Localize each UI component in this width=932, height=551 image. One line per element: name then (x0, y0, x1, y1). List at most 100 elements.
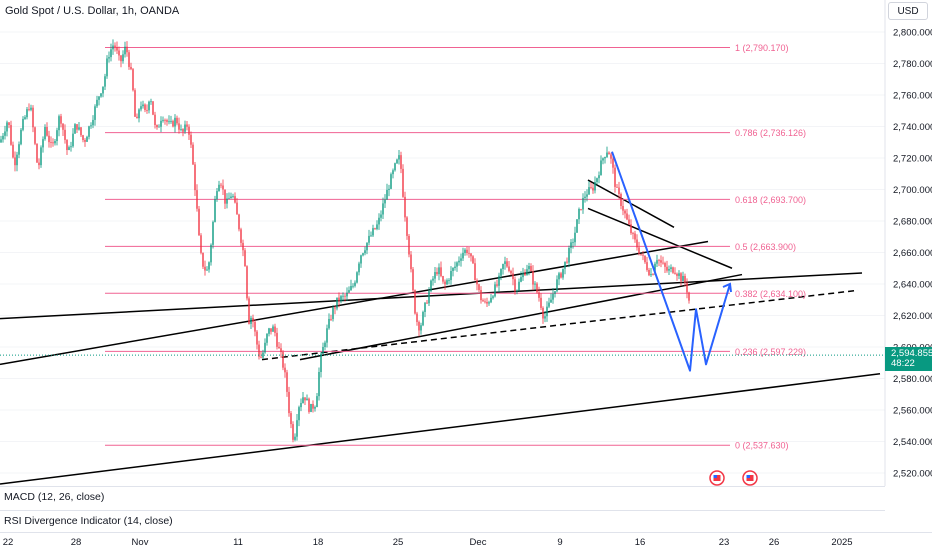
candle-body (278, 346, 280, 349)
candle-body (656, 260, 658, 264)
time-label: 28 (70, 537, 82, 548)
candle-body (446, 280, 448, 285)
candle-body (394, 163, 396, 171)
candle-body (256, 331, 258, 345)
candle-body (520, 277, 522, 282)
price-tick-label: 2,760.000 (893, 91, 932, 102)
candle-body (222, 185, 224, 190)
candle-body (450, 271, 452, 281)
candle-body (142, 104, 144, 107)
candle-body (454, 266, 456, 269)
candle-body (532, 270, 534, 285)
candle-body (78, 127, 80, 130)
candle-body (580, 208, 582, 210)
candle-body (306, 398, 308, 401)
candle-body (660, 260, 662, 263)
candle-body (192, 144, 194, 165)
candle-body (26, 109, 28, 118)
candle-body (56, 130, 58, 142)
candle-body (522, 273, 524, 278)
candle-body (6, 122, 8, 132)
candle-body (338, 297, 340, 302)
candle-body (320, 353, 322, 372)
candles (0, 39, 690, 443)
candle-body (228, 198, 230, 200)
candle-body (386, 189, 388, 200)
candle-body (676, 273, 678, 276)
candle-body (212, 221, 214, 245)
candle-body (20, 129, 22, 145)
candle-body (684, 275, 686, 283)
candle-body (362, 253, 364, 256)
candle-body (544, 316, 546, 319)
candle-body (108, 57, 110, 59)
candle-body (18, 144, 20, 155)
price-tick-label: 2,520.000 (893, 469, 932, 480)
candle-body (344, 295, 346, 297)
fib-level-label: 0.236 (2,597.229) (735, 347, 806, 357)
candle-body (686, 282, 688, 293)
candle-body (538, 292, 540, 298)
candle-body (374, 228, 376, 230)
candle-body (96, 99, 98, 107)
candle-body (524, 273, 526, 276)
candle-body (530, 266, 532, 271)
candle-body (86, 136, 88, 142)
candle-body (262, 352, 264, 358)
time-label: 18 (312, 537, 324, 548)
candle-body (586, 194, 588, 197)
candle-body (388, 188, 390, 190)
candle-body (12, 144, 14, 158)
candle-body (400, 155, 402, 169)
candle-body (122, 54, 124, 62)
candle-body (312, 403, 314, 409)
candle-body (64, 129, 66, 140)
time-label: 25 (392, 537, 404, 548)
candle-body (0, 139, 2, 143)
candle-body (448, 280, 450, 281)
candle-body (196, 190, 198, 209)
trend-line (0, 272, 863, 320)
candle-body (340, 296, 342, 302)
candle-body (276, 332, 278, 347)
candle-body (234, 196, 236, 203)
candle-body (654, 263, 656, 275)
rsi-pane[interactable]: RSI Divergence Indicator (14, close) (0, 510, 885, 530)
candle-body (82, 135, 84, 140)
candle-body (254, 321, 256, 332)
candle-body (146, 109, 148, 111)
candle-body (430, 280, 432, 292)
candle-body (180, 129, 182, 130)
fib-level-label: 0.618 (2,693.700) (735, 195, 806, 205)
candle-body (490, 297, 492, 303)
currency-button[interactable]: USD (888, 2, 928, 20)
candle-body (636, 239, 638, 248)
candle-body (206, 269, 208, 271)
candle-body (250, 317, 252, 324)
candle-body (36, 143, 38, 163)
candle-body (134, 90, 136, 117)
candle-body (186, 124, 188, 127)
projection-arrowhead (722, 282, 732, 293)
candle-body (482, 300, 484, 302)
candle-body (280, 348, 282, 353)
candle-body (476, 280, 478, 285)
macd-pane[interactable]: MACD (12, 26, close) (0, 486, 885, 506)
candle-body (182, 129, 184, 132)
time-axis[interactable]: 22 28 Nov 11 18 25 Dec 9 16 23 26 2025 (0, 532, 932, 551)
candle-body (44, 126, 46, 140)
candle-body (172, 120, 174, 127)
candle-body (600, 160, 602, 176)
fib-level-label: 0.5 (2,663.900) (735, 242, 796, 252)
candle-body (268, 328, 270, 334)
candle-body (184, 124, 186, 132)
price-axis: 2,520.0002,540.0002,560.0002,580.0002,60… (0, 0, 932, 486)
candle-body (118, 50, 120, 56)
candle-body (84, 139, 86, 142)
candle-body (230, 196, 232, 199)
candle-body (644, 255, 646, 263)
candle-body (286, 372, 288, 392)
candle-body (540, 297, 542, 308)
candle-body (80, 127, 82, 136)
